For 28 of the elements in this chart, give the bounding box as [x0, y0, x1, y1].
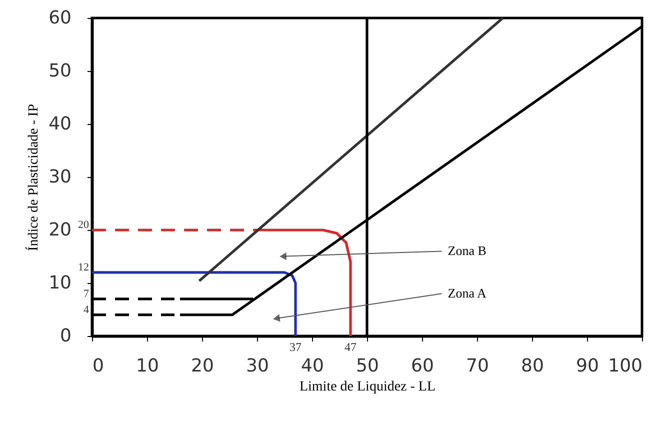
- annotation: 37: [290, 340, 302, 354]
- annotation: 4: [84, 304, 90, 316]
- y-tick-label: 20: [48, 220, 72, 240]
- x-tick-label: 40: [301, 356, 324, 376]
- y-tick-label: 50: [48, 60, 72, 82]
- x-tick-label: 60: [411, 356, 434, 376]
- x-axis-title: Limite de Liquidez - LL: [299, 380, 436, 394]
- y-tick-label: 60: [48, 8, 72, 28]
- x-tick-label: 20: [191, 356, 214, 376]
- annotation: Zona A: [448, 286, 488, 301]
- annotation: 7: [84, 288, 90, 300]
- y-tick-label: 0: [60, 326, 72, 346]
- x-tick-label: 10: [136, 356, 159, 376]
- x-tick-label: 50: [356, 356, 379, 376]
- x-tick-label: 30: [246, 356, 269, 376]
- x-tick-label: 100: [608, 356, 642, 376]
- x-tick-label: 0: [92, 356, 104, 376]
- y-tick-label: 30: [48, 166, 72, 188]
- x-tick-label: 70: [466, 356, 489, 376]
- x-tick-label: 90: [576, 356, 599, 376]
- annotation: 12: [78, 261, 89, 274]
- annotation: 47: [344, 340, 356, 354]
- annotation: 20: [78, 219, 90, 231]
- annotation: Zona B: [448, 243, 487, 258]
- y-tick-label: 10: [48, 272, 72, 294]
- y-tick-label: 40: [48, 114, 72, 134]
- y-axis-title: Índice de Plasticidade - IP: [24, 104, 42, 251]
- x-tick-label: 80: [521, 356, 544, 376]
